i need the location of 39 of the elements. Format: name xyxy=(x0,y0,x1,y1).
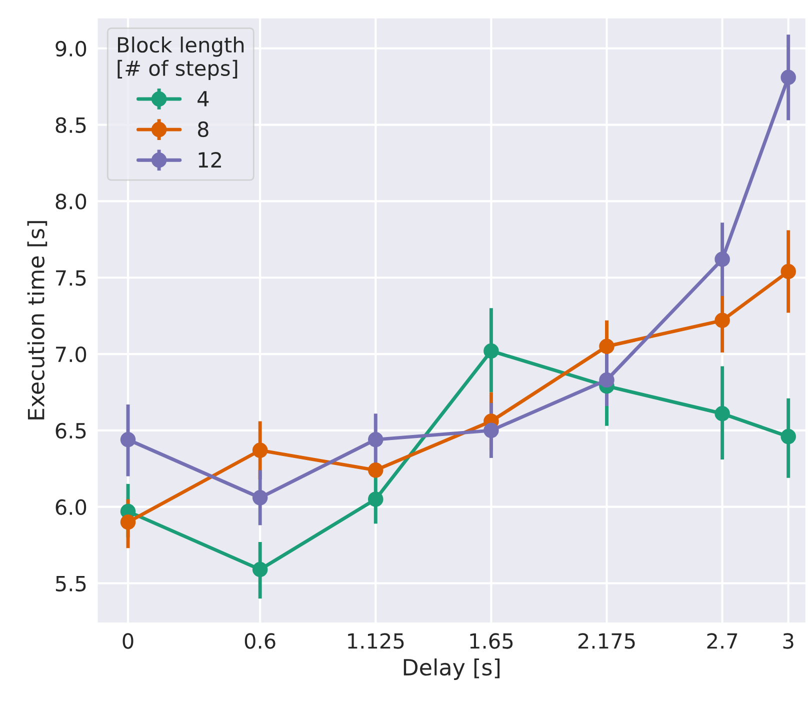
x-tick-label: 3 xyxy=(783,633,794,649)
point xyxy=(484,343,499,359)
x-tick-label: 1.125 xyxy=(348,633,404,649)
point xyxy=(484,422,499,438)
point xyxy=(120,432,136,448)
x-tick-label: 1.65 xyxy=(470,633,513,649)
y-tick-label: 5.5 xyxy=(56,576,86,592)
point xyxy=(252,490,268,506)
y-tick-label: 8.5 xyxy=(56,117,86,133)
point xyxy=(599,338,614,354)
y-tick-label: 6.0 xyxy=(56,499,86,516)
point xyxy=(780,70,796,86)
legend-label: 8 xyxy=(198,121,208,138)
x-tick-label: 2.7 xyxy=(707,633,738,649)
y-tick-label: 6.5 xyxy=(56,422,86,439)
point xyxy=(714,312,730,328)
point xyxy=(714,406,730,422)
point xyxy=(252,562,268,578)
point xyxy=(120,514,136,530)
point xyxy=(368,462,384,478)
point xyxy=(599,372,614,388)
y-tick-label: 7.0 xyxy=(56,346,86,362)
x-tick-label: 0 xyxy=(122,633,134,649)
legend-label: 12 xyxy=(198,152,221,168)
point xyxy=(368,432,384,448)
y-tick-label: 9.0 xyxy=(56,40,86,57)
legend-title: Block length [# of steps] xyxy=(118,36,244,80)
x-tick-label: 0.6 xyxy=(244,633,276,649)
x-tick-label: 2.175 xyxy=(578,633,635,649)
point xyxy=(780,428,796,444)
y-tick-label: 8.0 xyxy=(56,194,86,210)
point xyxy=(252,442,268,458)
y-axis-title: Execution time [s] xyxy=(27,221,48,420)
legend-label: 4 xyxy=(198,91,209,106)
point xyxy=(714,252,730,267)
y-tick-label: 7.5 xyxy=(56,270,86,286)
point xyxy=(368,492,384,507)
point xyxy=(780,264,796,280)
x-axis-title: Delay [s] xyxy=(404,658,500,680)
